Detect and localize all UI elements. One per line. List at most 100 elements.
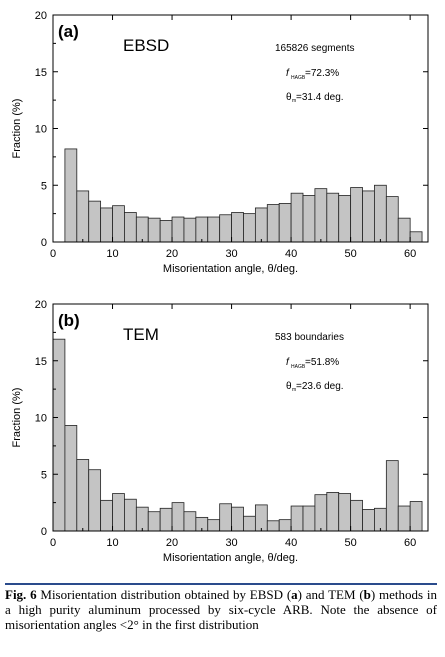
y-tick-label: 20 — [35, 10, 47, 22]
histogram-bar — [64, 148, 78, 243]
histogram-bar — [207, 519, 221, 532]
histogram-bar — [195, 216, 209, 243]
histogram-bar — [159, 220, 173, 243]
histogram-bar — [338, 195, 352, 243]
caption-text-1: Misorientation distribution obtained by … — [36, 587, 292, 602]
y-tick-label: 10 — [35, 124, 47, 136]
f-hagb-symbol: f — [286, 68, 290, 79]
y-tick-label: 5 — [41, 180, 47, 192]
method-label: TEM — [123, 325, 159, 344]
panel-b: 0 10 20 30 40 50 60 0 5 10 15 20 Misorientation angl… — [11, 299, 429, 564]
histogram-bar — [302, 195, 316, 243]
y-tick-label: 0 — [41, 237, 47, 249]
histogram-bar — [374, 184, 387, 243]
histogram-bar — [219, 214, 232, 243]
x-tick-label: 20 — [166, 537, 178, 549]
x-tick-label: 60 — [404, 248, 416, 260]
panel-label: (b) — [58, 311, 80, 330]
histogram-bar — [243, 515, 256, 532]
figure-caption: Fig. 6 Misorientation distribution obtai… — [5, 583, 437, 632]
histogram-bar — [112, 205, 125, 243]
histogram-bar — [254, 504, 268, 532]
count-annotation: 165826 segments — [275, 43, 355, 54]
histogram-bar — [290, 505, 304, 532]
x-tick-label: 60 — [404, 537, 416, 549]
x-tick-label: 0 — [50, 248, 56, 260]
f-hagb-subscript: HAGB — [291, 364, 306, 370]
histogram-bar — [100, 207, 113, 243]
histogram-bar — [385, 196, 399, 243]
histogram-bar — [231, 212, 244, 243]
x-tick-label: 10 — [106, 248, 118, 260]
y-tick-label: 15 — [35, 67, 47, 79]
histogram-bar — [219, 503, 232, 532]
histogram-bar — [362, 190, 375, 243]
theta-m-symbol: θ — [286, 381, 292, 392]
histogram-bar — [314, 494, 328, 532]
histogram-bar — [409, 501, 423, 532]
y-tick-label: 5 — [41, 469, 47, 481]
histogram-bar — [171, 216, 185, 243]
histogram-bar — [231, 506, 244, 532]
histogram-bar — [409, 231, 423, 243]
x-tick-label: 40 — [285, 537, 297, 549]
histogram-bar — [124, 212, 137, 243]
caption-fig-label: Fig. 6 — [5, 587, 37, 602]
theta-m-value: =23.6 deg. — [296, 381, 344, 392]
caption-a: a — [291, 587, 298, 602]
x-tick-label: 30 — [225, 537, 237, 549]
f-hagb-subscript: HAGB — [291, 75, 306, 81]
histogram-bar — [159, 507, 173, 532]
panel-a: 0 10 20 30 40 50 60 0 5 10 15 20 Misorientation angl… — [11, 10, 429, 275]
histogram-bar — [326, 192, 340, 243]
histogram-bar — [207, 216, 221, 243]
histogram-bar — [88, 200, 102, 243]
histogram-bar — [135, 506, 149, 532]
caption-b: b — [363, 587, 371, 602]
histogram-bar — [100, 499, 113, 532]
histogram-bar — [278, 519, 292, 532]
histogram-bar — [290, 192, 304, 243]
x-axis-label: Misorientation angle, θ/deg. — [163, 263, 298, 275]
histogram-bar — [314, 188, 328, 243]
histogram-bar — [350, 187, 363, 243]
x-axis-label: Misorientation angle, θ/deg. — [163, 552, 298, 564]
caption-text-3: ) methods in a high purity aluminum proc… — [5, 587, 437, 632]
x-tick-label: 40 — [285, 248, 297, 260]
panel-label: (a) — [58, 22, 79, 41]
x-tick-label: 50 — [344, 537, 356, 549]
histogram-bar — [385, 460, 399, 532]
histogram-bar — [124, 498, 137, 532]
y-axis-label: Fraction (%) — [11, 99, 23, 159]
caption-text-2: ) and TEM ( — [297, 587, 364, 602]
histogram-bar — [350, 499, 363, 532]
plot-frame — [52, 303, 429, 532]
x-tick-label: 0 — [50, 537, 56, 549]
theta-m-subscript: m — [292, 387, 296, 393]
theta-m-subscript: m — [292, 98, 296, 104]
x-tick-label: 10 — [106, 537, 118, 549]
histogram-bar — [397, 217, 411, 243]
histogram-bar — [64, 425, 78, 532]
f-hagb-value: =51.8% — [305, 357, 339, 368]
histogram-bar — [171, 502, 185, 532]
histogram-bar — [243, 213, 256, 243]
histogram-bar — [338, 493, 352, 532]
histogram-bar — [278, 203, 292, 243]
histogram-bar — [326, 492, 340, 532]
x-tick-label: 30 — [225, 248, 237, 260]
f-hagb-symbol: f — [286, 357, 290, 368]
histogram-bar — [183, 511, 197, 532]
histogram-bar — [135, 216, 149, 243]
y-axis-label: Fraction (%) — [11, 388, 23, 448]
histogram-bar — [254, 207, 268, 243]
histogram-bar — [266, 204, 280, 243]
x-tick-label: 50 — [344, 248, 356, 260]
histogram-bar — [147, 511, 161, 532]
theta-m-value: =31.4 deg. — [296, 92, 344, 103]
method-label: EBSD — [123, 36, 169, 55]
histogram-bar — [183, 217, 197, 243]
y-tick-label: 15 — [35, 356, 47, 368]
histogram-bar — [147, 217, 161, 243]
